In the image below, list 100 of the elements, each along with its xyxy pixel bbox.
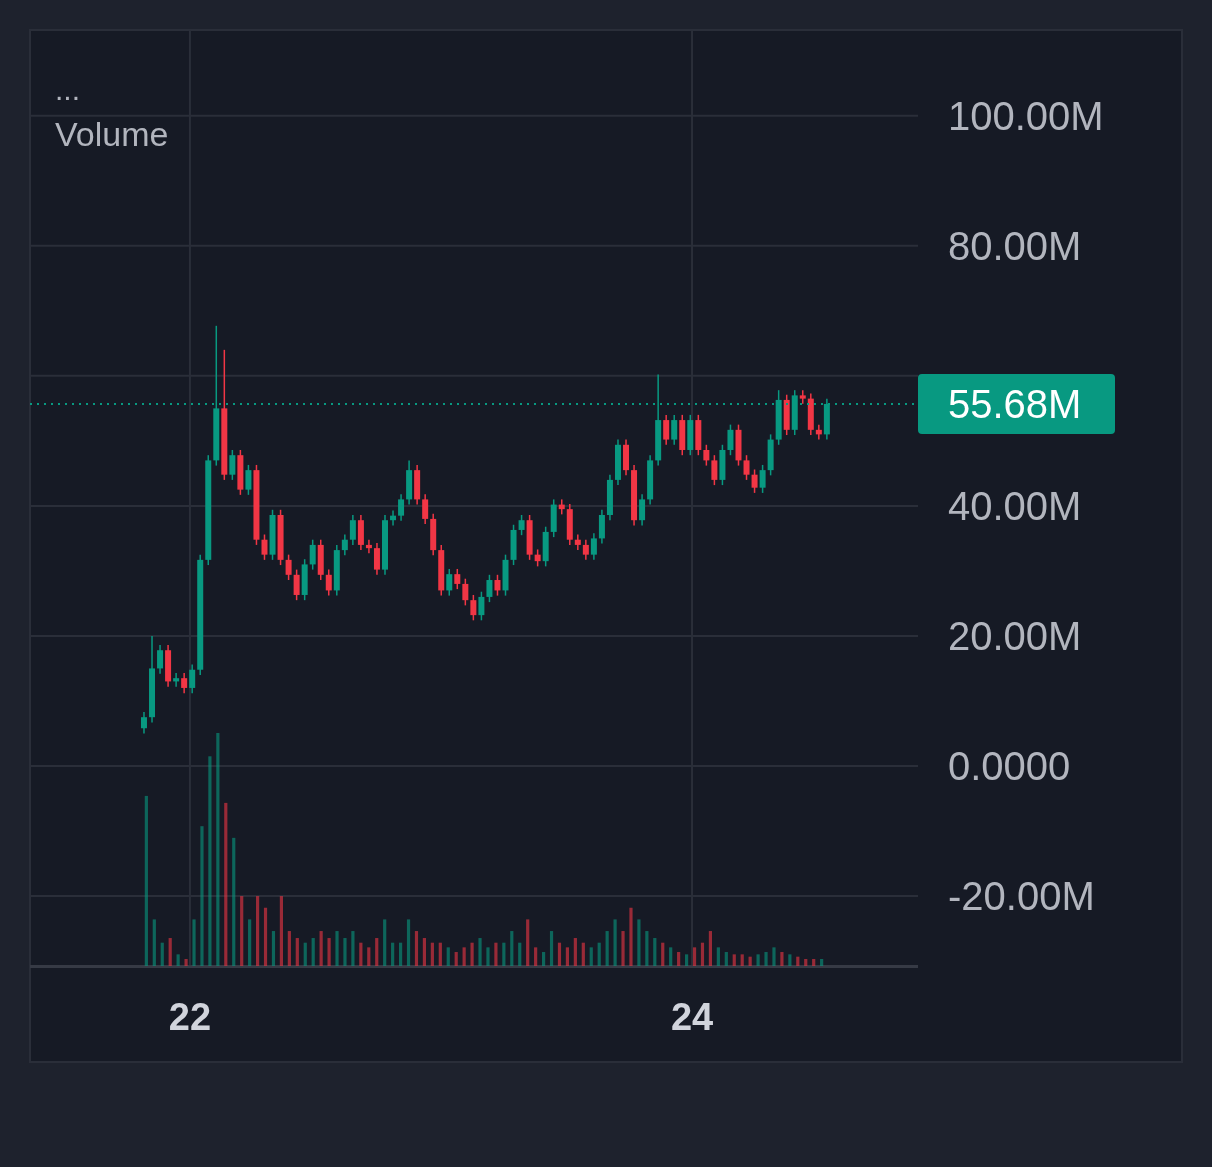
bar (248, 919, 252, 966)
bar (621, 931, 625, 966)
candlestick (663, 414, 670, 446)
bar (319, 931, 323, 966)
bar (343, 938, 347, 966)
bar (311, 938, 315, 966)
bar (692, 947, 697, 966)
candlestick (759, 464, 766, 494)
bar (398, 942, 403, 966)
candlestick (245, 464, 252, 496)
bar (152, 919, 156, 966)
bar (391, 942, 395, 966)
bar (216, 733, 220, 966)
annotation: ... (55, 73, 81, 106)
candlestick (582, 538, 589, 561)
bar (271, 931, 276, 966)
candlestick (751, 468, 758, 494)
bar (637, 919, 641, 966)
bar (812, 959, 816, 966)
bar (168, 938, 172, 966)
bar (645, 931, 649, 966)
candlestick (157, 644, 164, 675)
bar (375, 938, 379, 966)
bar (462, 947, 466, 966)
bar (756, 954, 760, 966)
bar (446, 947, 450, 966)
y-tick-label: 100.00M (948, 93, 1104, 138)
y-tick-label: 20.00M (948, 613, 1082, 658)
bar (661, 942, 665, 966)
x-tick-label: 22 (168, 996, 212, 1038)
bar (549, 931, 554, 966)
candlestick (478, 590, 485, 622)
bar (653, 938, 657, 966)
bar (796, 956, 800, 966)
bar (597, 942, 601, 966)
bar (367, 947, 371, 966)
bar (430, 942, 434, 966)
ref-line-label: 55.68M (948, 381, 1082, 426)
bar (470, 942, 474, 966)
bar (780, 952, 784, 966)
candlestick (189, 663, 196, 694)
bar (542, 952, 546, 966)
bar (240, 896, 244, 966)
bar (287, 931, 291, 966)
bar (295, 938, 299, 966)
bar (478, 938, 482, 966)
candlestick (398, 493, 405, 522)
candlestick (486, 574, 493, 603)
candlestick (470, 594, 477, 622)
candlestick (598, 509, 605, 545)
bar (232, 837, 236, 966)
bar (820, 959, 824, 966)
candlestick (285, 553, 292, 581)
candlestick (349, 514, 356, 546)
y-tick-label: 40.00M (948, 483, 1082, 528)
candlestick (703, 444, 710, 467)
bar (494, 942, 498, 966)
bar (685, 954, 689, 966)
bar (589, 947, 593, 966)
bar (335, 931, 339, 966)
bar (526, 919, 530, 966)
bar (359, 942, 363, 966)
candlestick (799, 389, 806, 405)
bar (557, 942, 562, 966)
candlestick (727, 423, 734, 456)
candlestick (711, 454, 718, 486)
candlestick (181, 672, 188, 694)
y-tick-label: 80.00M (948, 223, 1082, 268)
y-tick-label: 0.0000 (948, 743, 1071, 788)
bar (534, 947, 538, 966)
bar (486, 947, 490, 966)
bar (724, 952, 728, 966)
bar (454, 952, 458, 966)
candlestick (518, 514, 525, 536)
candlestick (422, 493, 429, 525)
x-tick-label: 24 (670, 996, 714, 1038)
bar (438, 942, 442, 966)
candlestick (341, 533, 348, 557)
bar (279, 896, 283, 966)
bar (669, 947, 673, 966)
bar (303, 942, 307, 966)
y-tick-label: -20.00M (948, 873, 1095, 918)
candlestick (365, 538, 372, 555)
bar (740, 954, 744, 966)
candlestick (454, 568, 461, 590)
bar (804, 959, 808, 966)
candlestick (446, 568, 453, 597)
bar (176, 954, 180, 966)
bar (351, 931, 355, 966)
bar (573, 938, 577, 966)
candlestick (173, 672, 180, 688)
bar (406, 919, 411, 966)
candlestick (671, 414, 678, 446)
bar (144, 795, 148, 966)
bar (422, 938, 426, 966)
bar (414, 931, 419, 966)
bar (716, 947, 720, 966)
bar (732, 954, 736, 966)
bar (224, 802, 228, 966)
bar (192, 919, 196, 966)
